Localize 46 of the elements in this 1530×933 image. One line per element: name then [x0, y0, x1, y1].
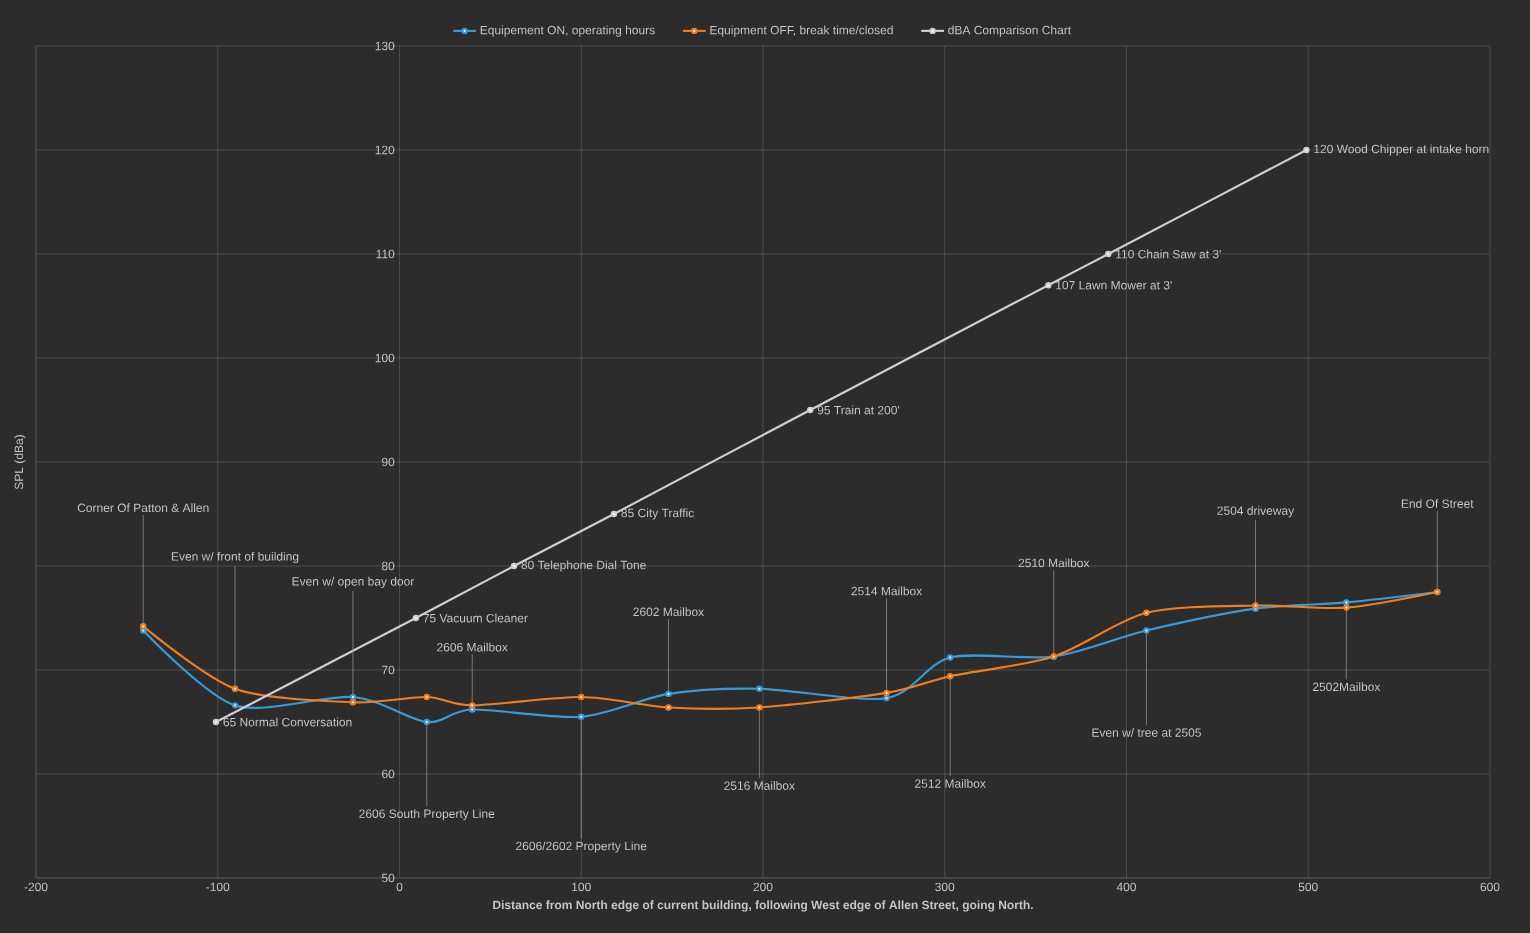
x-tick-label: -200: [24, 882, 48, 892]
y-tick-label: 60: [382, 769, 395, 779]
annotation: 2514 Mailbox: [851, 586, 923, 596]
annotation: 2504 driveway: [1217, 506, 1295, 518]
annotation: 65 Normal Conversation: [223, 717, 352, 727]
annotation: 107 Lawn Mower at 3': [1056, 280, 1172, 290]
annotation: 110 Chain Saw at 3': [1116, 249, 1221, 259]
y-tick-label: 110: [376, 249, 395, 259]
x-tick-label: 600: [1480, 882, 1500, 892]
x-tick-label: 0: [396, 882, 403, 892]
annotation: 2602 Mailbox: [633, 607, 705, 617]
annotation: 85 City Traffic: [621, 508, 694, 520]
annotation: 2516 Mailbox: [724, 781, 795, 790]
y-axis-title: SPL (dBa): [14, 435, 26, 490]
y-tick-label: 90: [382, 457, 395, 467]
annotation: Even w/ tree at 2505: [1092, 728, 1201, 737]
x-tick-label: 300: [935, 882, 955, 892]
x-tick-label: 200: [753, 882, 773, 892]
x-tick-label: 100: [572, 882, 591, 892]
legend-label: Equipment OFF, break time/closed: [710, 25, 893, 37]
y-tick-label: 130: [375, 41, 395, 51]
annotation: Corner Of Patton & Allen: [77, 503, 209, 513]
annotation: 95 Train at 200': [817, 405, 900, 415]
y-tick-label: 120: [375, 145, 395, 155]
annotation: 2512 Mailbox: [915, 779, 986, 788]
x-axis-title: Distance from North edge of current building, following West edge of Allen Street, going North.: [493, 900, 1033, 912]
y-tick-label: 50: [381, 873, 395, 883]
annotation: Even w/ front of building: [171, 551, 299, 564]
annotation: End Of Street: [1401, 499, 1474, 508]
annotation: 80 Telephone Dial Tone: [521, 560, 646, 572]
annotation: 2606 South Property Line: [359, 809, 495, 821]
y-tick-label: 80: [381, 561, 395, 571]
x-tick-label: -100: [206, 882, 230, 892]
annotation: 2606 Mailbox: [437, 642, 508, 652]
annotation: 75 Vacuum Cleaner: [423, 613, 528, 623]
annotation: 120 Wood Chipper at intake horn: [1314, 144, 1489, 156]
y-tick-label: 70: [382, 665, 395, 675]
legend-label: dBA Comparison Chart: [948, 25, 1071, 37]
annotation: 2606/2602 Property Line: [516, 841, 647, 853]
y-tick-label: 100: [375, 353, 395, 363]
x-tick-label: 400: [1116, 882, 1137, 892]
x-tick-label: 500: [1298, 882, 1318, 892]
legend-label: Equipement ON, operating hours: [480, 25, 655, 37]
annotation: Even w/ open bay door: [292, 576, 415, 589]
annotation: 2510 Mailbox: [1018, 558, 1090, 568]
annotation: 2502Mailbox: [1312, 682, 1381, 692]
